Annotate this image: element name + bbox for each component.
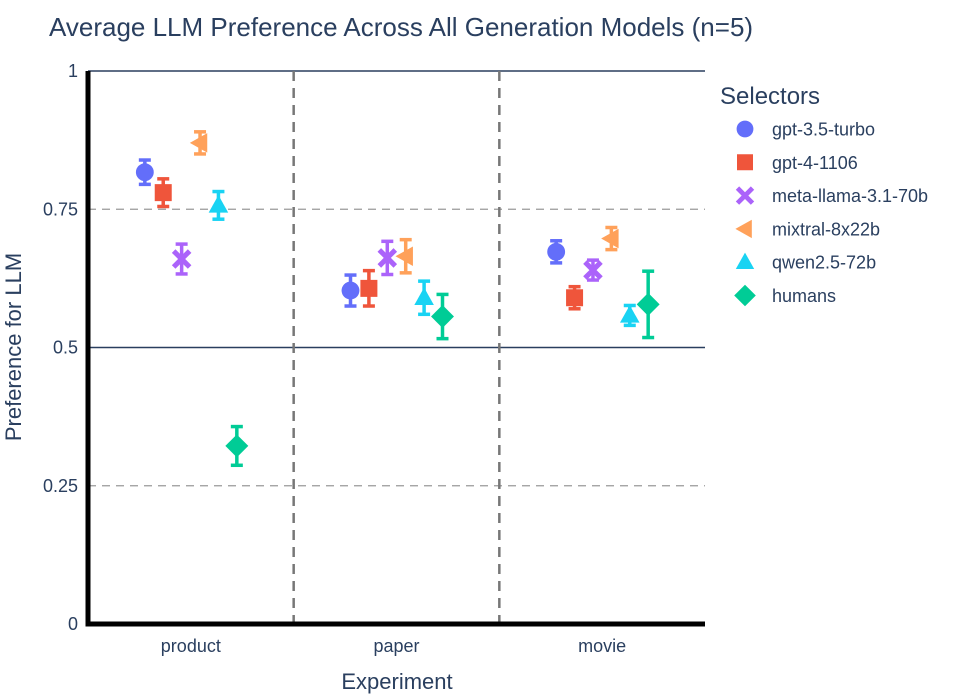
series-gpt-3.5-turbo bbox=[135, 158, 566, 308]
data-point-qwen2.5-72b-product bbox=[208, 195, 229, 213]
data-markers bbox=[135, 130, 660, 468]
data-point-mixtral-8x22b-product bbox=[189, 133, 208, 153]
y-ticks: 0 0.25 0.5 0.75 1 bbox=[43, 61, 78, 634]
y-tick-label: 0.5 bbox=[53, 338, 78, 358]
legend-label: mixtral-8x22b bbox=[772, 219, 880, 239]
y-axis-title: Preference for LLM bbox=[1, 253, 26, 441]
data-point-meta-llama-3.1-70b-product bbox=[171, 249, 192, 269]
legend-item-mixtral-8x22b[interactable]: mixtral-8x22b bbox=[735, 219, 880, 239]
legend-item-gpt-4-1106[interactable]: gpt-4-1106 bbox=[737, 153, 858, 173]
legend[interactable]: gpt-3.5-turbo gpt-4-1106 meta-llama-3.1-70… bbox=[734, 120, 928, 307]
x-axis-title: Experiment bbox=[341, 669, 452, 694]
legend-item-qwen2.5-72b[interactable]: qwen2.5-72b bbox=[735, 252, 876, 273]
y-tick-label: 0 bbox=[68, 614, 78, 634]
grid bbox=[85, 70, 705, 627]
legend-marker-mixtral-8x22b bbox=[735, 219, 752, 239]
data-point-meta-llama-3.1-70b-movie bbox=[583, 260, 603, 280]
data-point-gpt-3.5-turbo-product bbox=[135, 163, 154, 182]
legend-item-meta-llama-3.1-70b[interactable]: meta-llama-3.1-70b bbox=[735, 186, 928, 206]
x-tick-label: product bbox=[161, 636, 221, 656]
data-point-gpt-3.5-turbo-paper bbox=[341, 281, 360, 300]
y-tick-label: 0.75 bbox=[43, 199, 78, 219]
legend-label: gpt-4-1106 bbox=[772, 153, 858, 173]
series-humans bbox=[225, 269, 660, 468]
series-mixtral-8x22b bbox=[189, 130, 619, 275]
legend-label: qwen2.5-72b bbox=[772, 253, 876, 273]
series-qwen2.5-72b bbox=[208, 189, 640, 328]
legend-marker-qwen2.5-72b bbox=[735, 252, 755, 269]
legend-title: Selectors bbox=[720, 83, 820, 110]
y-tick-label: 1 bbox=[68, 61, 78, 81]
data-point-gpt-4-1106-paper bbox=[360, 279, 378, 297]
data-point-qwen2.5-72b-movie bbox=[619, 305, 640, 323]
data-point-gpt-3.5-turbo-movie bbox=[547, 242, 566, 261]
x-ticks: product paper movie bbox=[161, 636, 626, 656]
data-point-qwen2.5-72b-paper bbox=[414, 287, 434, 305]
data-point-meta-llama-3.1-70b-paper bbox=[377, 248, 398, 268]
legend-item-gpt-3.5-turbo[interactable]: gpt-3.5-turbo bbox=[736, 120, 875, 140]
legend-item-humans[interactable]: humans bbox=[734, 284, 836, 307]
data-point-gpt-4-1106-movie bbox=[566, 289, 584, 307]
legend-label: humans bbox=[772, 286, 836, 306]
x-tick-label: movie bbox=[578, 636, 626, 656]
data-point-humans-product bbox=[225, 434, 249, 458]
chart-title: Average LLM Preference Across All Genera… bbox=[49, 12, 753, 42]
y-tick-label: 0.25 bbox=[43, 476, 78, 496]
legend-label: gpt-3.5-turbo bbox=[772, 120, 875, 140]
data-point-humans-movie bbox=[636, 292, 660, 316]
series-gpt-4-1106 bbox=[154, 177, 584, 311]
legend-marker-gpt-4-1106 bbox=[737, 154, 753, 171]
data-point-humans-paper bbox=[431, 305, 454, 329]
legend-marker-humans bbox=[734, 284, 756, 307]
data-point-gpt-4-1106-product bbox=[154, 184, 172, 202]
legend-marker-meta-llama-3.1-70b bbox=[735, 186, 755, 205]
x-tick-label: paper bbox=[373, 636, 419, 656]
data-point-mixtral-8x22b-paper bbox=[395, 246, 413, 267]
legend-marker-gpt-3.5-turbo bbox=[736, 120, 754, 138]
data-point-mixtral-8x22b-movie bbox=[601, 228, 619, 249]
legend-label: meta-llama-3.1-70b bbox=[772, 186, 928, 206]
series-meta-llama-3.1-70b bbox=[171, 239, 603, 282]
